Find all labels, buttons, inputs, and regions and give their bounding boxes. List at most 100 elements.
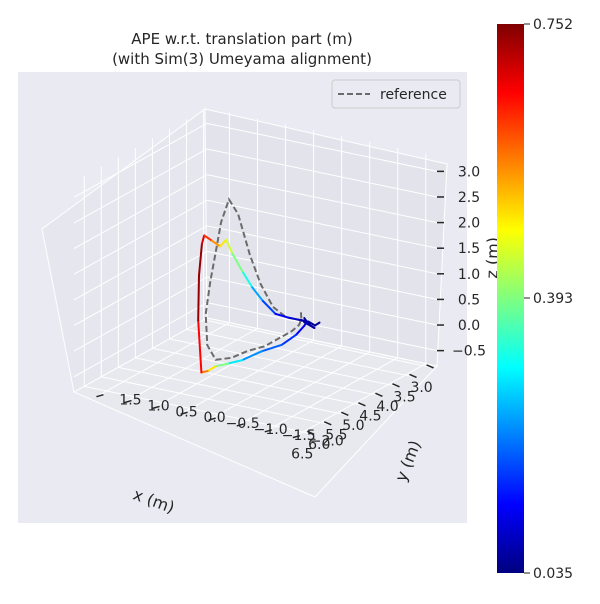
y-tick-label-0: −2.0 [310, 434, 344, 450]
grid-z-left-4 [73, 199, 208, 275]
grid-z-right-1 [206, 276, 438, 326]
grid-y-floor-4 [180, 339, 314, 415]
trajectory-segment-30 [307, 320, 316, 327]
colorbar-max-label: 0.752 [533, 17, 573, 33]
x-tick-label-5: 5.5 [325, 427, 347, 443]
axis-ticks: 3.03.54.04.55.05.56.06.5−2.0−1.5−1.0−0.5… [96, 164, 486, 462]
trajectory-segment-18 [200, 234, 206, 245]
y-tick-label-7: 1.5 [119, 393, 141, 409]
z-tick-label-5: 2.0 [458, 216, 480, 232]
trajectory-segment-20 [211, 239, 221, 248]
grid-z-right-6 [206, 148, 438, 198]
x-tick-mark-5 [341, 411, 349, 417]
trajectory-segment-27 [274, 312, 291, 319]
colorbar [497, 24, 524, 573]
y-tick-mark-3 [208, 417, 216, 421]
grid-z-left-6 [73, 148, 208, 224]
trajectory-segment-29 [298, 318, 310, 323]
grid-z-left-0 [73, 302, 208, 378]
y-tick-mark-1 [264, 429, 272, 433]
legend-frame [331, 79, 461, 109]
grid-x-floor-0 [203, 319, 434, 369]
y-tick-label-1: −1.5 [282, 428, 316, 444]
z-tick-label-0: −0.5 [452, 344, 486, 360]
y-tick-label-5: 0.5 [175, 404, 197, 420]
x-tick-label-4: 5.0 [342, 418, 364, 434]
x-tick-label-3: 4.5 [359, 408, 381, 424]
trajectory-segment-24 [242, 271, 254, 289]
reference-line [204, 197, 310, 361]
trajectory-segment-11 [227, 359, 244, 365]
grid-lines [73, 109, 438, 439]
trajectory-segment-21 [219, 238, 228, 248]
grid-z-left-1 [73, 276, 208, 352]
grid-y-floor-0 [292, 363, 427, 439]
y-tick-label-3: −0.5 [226, 416, 260, 432]
trajectory-segment-13 [206, 365, 217, 373]
grid-y-floor-2 [236, 351, 370, 427]
legend-label-reference: reference [380, 87, 447, 103]
trajectory-segment-5 [305, 321, 316, 329]
x-tick-mark-0 [426, 364, 434, 369]
y-tick-label-6: 1.0 [147, 399, 169, 415]
trajectory-segment-26 [261, 300, 277, 315]
grid-x-floor-4 [135, 357, 366, 407]
z-tick-label-4: 1.5 [458, 241, 480, 257]
x-tick-label-2: 4.0 [376, 399, 398, 415]
trajectory-segment-19 [203, 234, 214, 242]
grid-y-floor-1 [264, 357, 398, 433]
grid-z-left-3 [73, 225, 208, 301]
x-tick-label-7: 6.5 [291, 446, 313, 462]
y-tick-label-2: −1.0 [254, 422, 288, 438]
z-tick-label-3: 1.0 [458, 267, 480, 283]
x-tick-mark-3 [375, 392, 383, 398]
x-tick-label-6: 6.0 [308, 437, 330, 453]
trajectory-segment-15 [197, 319, 203, 374]
colorbar-mid-label: 0.393 [533, 291, 573, 307]
x-tick-label-0: 3.0 [410, 380, 432, 396]
grid-z-left-2 [73, 250, 208, 326]
grid-z-right-5 [206, 174, 438, 224]
x-tick-mark-1 [409, 373, 417, 379]
trajectory-segment-8 [280, 333, 298, 346]
x-tick-mark-7 [306, 430, 315, 435]
trajectory-segment-10 [241, 350, 263, 362]
trajectory-segment-25 [251, 286, 264, 302]
grid-z-right-2 [206, 250, 438, 300]
y-tick-mark-5 [152, 405, 160, 410]
trajectory-segment-16 [197, 274, 200, 322]
y-tick-mark-6 [124, 399, 132, 404]
z-tick-label-1: 0.0 [458, 318, 480, 334]
grid-z-right-0 [206, 302, 438, 352]
z-tick-label-7: 3.0 [458, 164, 480, 180]
trajectory-segment-22 [225, 238, 234, 255]
grid-z-left-5 [73, 174, 208, 250]
trajectory-segment-17 [198, 243, 203, 277]
grid-x-floor-5 [118, 366, 349, 416]
y-tick-mark-4 [180, 411, 188, 415]
x-tick-mark-6 [323, 421, 332, 426]
grid-y-floor-3 [208, 345, 342, 421]
grid-x-floor-3 [152, 347, 383, 397]
grid-z-right-4 [206, 199, 438, 249]
estimated-trajectory [197, 234, 321, 374]
chart-title-line2: (with Sim(3) Umeyama alignment) [112, 50, 372, 68]
x-tick-mark-2 [392, 383, 400, 388]
trajectory-segment-23 [231, 252, 245, 274]
grid-z-right-7 [206, 122, 438, 172]
trajectory-segment-31 [314, 321, 321, 327]
z-tick-label-6: 2.5 [458, 190, 480, 206]
y-tick-mark-2 [236, 423, 244, 427]
trajectory-segment-14 [200, 370, 209, 374]
grid-z-right-3 [206, 225, 438, 275]
colorbar-min-label: 0.035 [533, 566, 573, 582]
trajectory-segment-9 [261, 343, 283, 353]
y-tick-mark-0 [292, 434, 300, 439]
z-tick-label-2: 0.5 [458, 292, 480, 308]
y-tick-mark-7 [96, 393, 104, 398]
trajectory-segment-28 [288, 316, 301, 321]
grid-x-floor-1 [186, 328, 417, 378]
y-tick-label-4: 0.0 [203, 410, 225, 426]
grid-y-floor-6 [124, 328, 258, 403]
